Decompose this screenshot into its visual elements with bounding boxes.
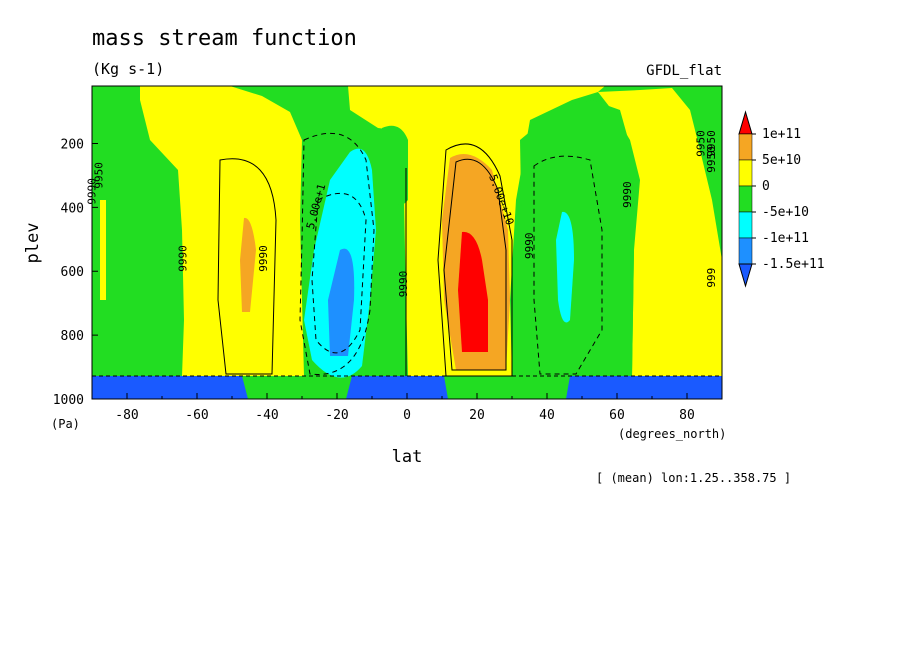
region-upper-tropics-negative: [382, 125, 408, 205]
colorbar-label: -1e+11: [762, 231, 809, 246]
x-tick-label: 80: [679, 408, 695, 423]
contour-label: 9990: [257, 245, 270, 272]
region-southern-ferrel-core: [240, 217, 256, 312]
region-southern-hadley-core: [328, 248, 355, 356]
y-axis-units: (Pa): [51, 417, 80, 431]
colorbar-segment: [738, 133, 753, 161]
surface-mask-tropics: [346, 376, 448, 399]
contour-label: 9990: [621, 181, 634, 208]
region-northern-ferrel-negative: [520, 100, 634, 376]
colorbar-label: -1.5e+11: [762, 257, 825, 272]
contour-label: 9990: [523, 232, 536, 259]
y-axis: 200 400 600 800 1000: [53, 137, 98, 408]
contour-label: 999: [705, 268, 718, 288]
colorbar-label: 0: [762, 179, 770, 194]
colorbar-segment: [738, 211, 753, 239]
contour-label: 9990: [177, 245, 190, 272]
region-northern-ferrel-core: [556, 211, 574, 323]
contour-label: 9990: [397, 271, 410, 298]
y-tick-label: 200: [61, 137, 84, 152]
x-tick-label: 40: [539, 408, 555, 423]
contour-label: 9950: [93, 162, 106, 189]
colorbar-segment: [738, 237, 753, 265]
contour-lines: [217, 132, 603, 377]
region-northern-polar-positive: [598, 88, 722, 376]
y-tick-label: 1000: [53, 393, 84, 408]
chart-units: (Kg s-1): [92, 60, 164, 78]
contour-label: 9950: [705, 130, 718, 157]
surface-mask-south: [92, 376, 242, 399]
surface-mask-south-edge: [232, 376, 248, 399]
contour-field: [91, 85, 723, 400]
x-tick-label: 20: [469, 408, 485, 423]
colorbar: 1e+11 5e+10 0 -5e+10 -1e+11 -1.5e+11: [738, 110, 825, 288]
x-axis: -80 -60 -40 -20 0 20 40 60 80: [91, 393, 723, 423]
x-tick-label: -40: [255, 408, 278, 423]
x-tick-label: -20: [325, 408, 348, 423]
region-far-south-positive: [100, 200, 106, 300]
contour-label: 9950: [695, 130, 708, 157]
surface-mask-north: [566, 376, 722, 399]
y-axis-label: plev: [23, 223, 43, 264]
colorbar-segment: [738, 185, 753, 213]
y-tick-label: 800: [61, 329, 84, 344]
x-axis-units: (degrees_north): [618, 427, 726, 441]
x-axis-label: lat: [392, 447, 423, 467]
x-tick-label: -60: [185, 408, 208, 423]
y-tick-label: 600: [61, 265, 84, 280]
colorbar-label: 1e+11: [762, 127, 801, 142]
y-tick-label: 400: [61, 201, 84, 216]
region-southern-ferrel-positive: [140, 86, 304, 376]
chart-title: mass stream function: [92, 26, 357, 51]
colorbar-label: 5e+10: [762, 153, 801, 168]
colorbar-segment: [738, 263, 753, 288]
contour-label: 9950: [705, 146, 718, 173]
x-tick-label: -80: [115, 408, 138, 423]
x-tick-label: 60: [609, 408, 625, 423]
dataset-label: GFDL_flat: [646, 63, 722, 79]
colorbar-segment: [738, 159, 753, 187]
x-tick-label: 0: [403, 408, 411, 423]
contour-label: 9990: [86, 178, 99, 205]
region-northern-hadley-core: [458, 231, 488, 352]
colorbar-segment: [738, 110, 753, 135]
footer-note: [ (mean) lon:1.25..358.75 ]: [596, 471, 791, 485]
colorbar-label: -5e+10: [762, 205, 809, 220]
